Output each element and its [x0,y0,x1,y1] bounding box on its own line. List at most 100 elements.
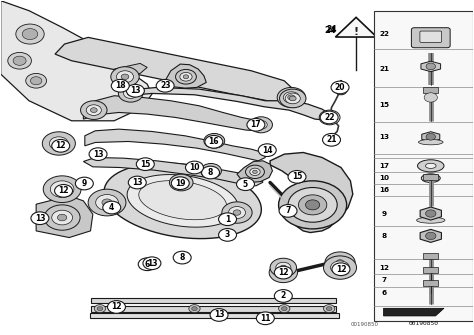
Circle shape [183,75,189,79]
Circle shape [209,137,220,145]
Text: 00190850: 00190850 [351,323,379,328]
Text: 11: 11 [260,314,271,323]
Circle shape [328,138,335,143]
Circle shape [89,148,107,160]
Text: 00190850: 00190850 [409,321,438,326]
Circle shape [185,161,203,174]
Circle shape [175,69,196,84]
Circle shape [339,90,342,92]
Text: 14: 14 [262,146,273,155]
Text: 17: 17 [380,163,390,169]
Text: 16: 16 [379,187,390,193]
Text: 10: 10 [380,175,390,181]
Circle shape [424,93,438,102]
Polygon shape [421,61,441,72]
Circle shape [426,210,436,217]
Circle shape [246,165,264,179]
Circle shape [426,63,436,70]
Circle shape [88,189,126,216]
Circle shape [426,232,436,240]
Circle shape [210,309,228,321]
Circle shape [330,140,333,142]
Circle shape [219,213,237,225]
Circle shape [282,307,287,311]
Text: 8: 8 [382,233,387,239]
Text: 3: 3 [225,230,230,240]
Circle shape [137,158,155,171]
Circle shape [283,92,300,103]
Circle shape [253,170,257,174]
Circle shape [306,200,319,210]
Text: 13: 13 [130,86,141,95]
Ellipse shape [421,174,440,183]
Circle shape [97,307,103,311]
Text: 7: 7 [382,277,387,283]
Circle shape [279,305,290,313]
Ellipse shape [427,176,435,180]
Polygon shape [420,229,441,243]
Text: 10: 10 [189,163,200,172]
Circle shape [289,96,296,101]
Polygon shape [91,313,338,318]
Circle shape [31,212,49,224]
Circle shape [16,24,44,44]
Circle shape [279,205,297,217]
Circle shape [320,111,338,124]
Circle shape [94,305,106,313]
Circle shape [91,108,97,113]
Circle shape [299,195,327,215]
Circle shape [13,56,26,65]
Polygon shape [237,161,273,183]
Circle shape [178,181,184,185]
Circle shape [118,85,143,102]
Circle shape [205,167,217,175]
Text: 6: 6 [382,289,387,295]
Circle shape [258,123,264,127]
Circle shape [212,139,217,143]
Text: 12: 12 [55,141,66,150]
Circle shape [250,117,273,133]
Polygon shape [165,64,206,88]
Bar [423,87,438,93]
Text: 22: 22 [324,113,335,122]
Text: 23: 23 [160,81,171,90]
FancyBboxPatch shape [420,31,442,43]
Ellipse shape [419,139,443,145]
Polygon shape [91,306,336,312]
Circle shape [26,73,46,88]
Circle shape [331,256,349,269]
Circle shape [258,144,276,156]
Circle shape [323,256,356,279]
Text: 13: 13 [380,134,390,140]
Circle shape [280,265,287,270]
Circle shape [280,270,287,275]
Text: 8: 8 [208,168,213,177]
Bar [423,253,438,259]
Polygon shape [121,87,331,120]
Circle shape [247,119,265,131]
Text: 18: 18 [115,81,126,90]
Text: 21: 21 [380,66,390,72]
Text: 13: 13 [93,150,103,159]
Text: 20: 20 [335,83,345,92]
Ellipse shape [417,217,445,223]
Circle shape [201,166,219,179]
Circle shape [22,28,38,40]
Text: 13: 13 [35,214,45,223]
Circle shape [44,205,80,230]
Circle shape [269,263,298,283]
Text: 8: 8 [180,253,185,262]
Circle shape [128,176,146,189]
Text: 24: 24 [324,25,336,35]
Circle shape [86,105,101,116]
Text: 12: 12 [111,303,122,312]
Text: 12: 12 [278,268,289,277]
Circle shape [276,262,291,273]
Circle shape [169,174,193,191]
Circle shape [222,202,252,223]
Circle shape [171,177,189,190]
Circle shape [191,307,197,311]
Circle shape [111,79,129,92]
Circle shape [326,137,337,145]
Text: 24: 24 [326,25,337,34]
